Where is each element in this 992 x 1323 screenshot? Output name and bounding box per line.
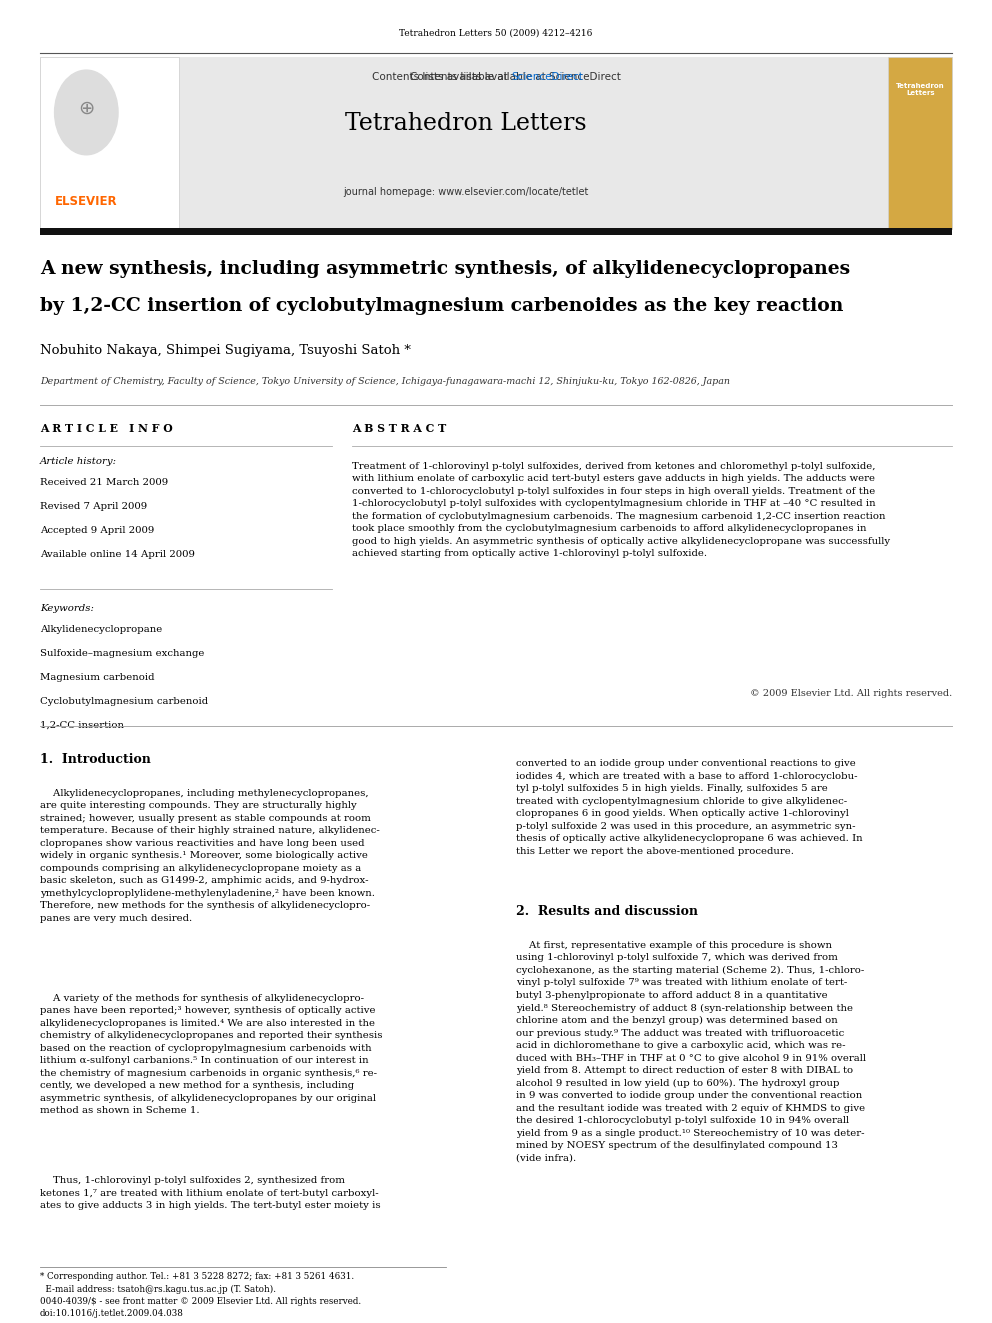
Text: Department of Chemistry, Faculty of Science, Tokyo University of Science, Ichiga: Department of Chemistry, Faculty of Scie… [40,377,730,385]
Text: Thus, 1-chlorovinyl p-tolyl sulfoxides 2, synthesized from
ketones 1,⁷ are treat: Thus, 1-chlorovinyl p-tolyl sulfoxides 2… [40,1176,380,1211]
Text: Available online 14 April 2009: Available online 14 April 2009 [40,550,194,558]
Text: Treatment of 1-chlorovinyl p-tolyl sulfoxides, derived from ketones and chlorome: Treatment of 1-chlorovinyl p-tolyl sulfo… [352,462,890,558]
Circle shape [55,70,118,155]
Text: Tetrahedron Letters 50 (2009) 4212–4216: Tetrahedron Letters 50 (2009) 4212–4216 [400,29,592,37]
Bar [40,57,888,229]
Text: At first, representative example of this procedure is shown
using 1-chlorovinyl : At first, representative example of this… [516,941,866,1163]
Text: 1,2-CC insertion: 1,2-CC insertion [40,721,124,729]
Text: ScienceDirect: ScienceDirect [511,71,582,82]
Text: * Corresponding author. Tel.: +81 3 5228 8272; fax: +81 3 5261 4631.: * Corresponding author. Tel.: +81 3 5228… [40,1273,354,1281]
Text: Contents lists available at: Contents lists available at [372,71,511,82]
Bar [40,57,179,229]
Text: by 1,2-CC insertion of cyclobutylmagnesium carbenoides as the key reaction: by 1,2-CC insertion of cyclobutylmagnesi… [40,296,843,315]
Text: Alkylidenecyclopropane: Alkylidenecyclopropane [40,626,162,634]
Text: converted to an iodide group under conventional reactions to give
iodides 4, whi: converted to an iodide group under conve… [516,759,862,856]
Text: A R T I C L E   I N F O: A R T I C L E I N F O [40,423,173,434]
Text: Article history:: Article history: [40,458,117,466]
Text: Keywords:: Keywords: [40,605,93,613]
Text: Tetrahedron
Letters: Tetrahedron Letters [896,83,945,97]
Text: A variety of the methods for synthesis of alkylidenecyclopro-
panes have been re: A variety of the methods for synthesis o… [40,994,382,1115]
Text: 0040-4039/$ - see front matter © 2009 Elsevier Ltd. All rights reserved.: 0040-4039/$ - see front matter © 2009 El… [40,1298,361,1306]
Text: Received 21 March 2009: Received 21 March 2009 [40,479,168,487]
Text: © 2009 Elsevier Ltd. All rights reserved.: © 2009 Elsevier Ltd. All rights reserved… [750,689,952,697]
Text: ELSEVIER: ELSEVIER [55,194,118,208]
Text: journal homepage: www.elsevier.com/locate/tetlet: journal homepage: www.elsevier.com/locat… [343,187,589,197]
Text: Tetrahedron Letters: Tetrahedron Letters [345,111,587,135]
Text: A new synthesis, including asymmetric synthesis, of alkylidenecyclopropanes: A new synthesis, including asymmetric sy… [40,259,850,278]
Text: Nobuhito Nakaya, Shimpei Sugiyama, Tsuyoshi Satoh *: Nobuhito Nakaya, Shimpei Sugiyama, Tsuyo… [40,344,411,357]
Text: Sulfoxide–magnesium exchange: Sulfoxide–magnesium exchange [40,650,204,658]
Text: Alkylidenecyclopropanes, including methylenecyclopropanes,
are quite interesting: Alkylidenecyclopropanes, including methy… [40,789,379,922]
Bar [40,228,952,235]
Text: 1.  Introduction: 1. Introduction [40,753,151,766]
Text: Magnesium carbenoid: Magnesium carbenoid [40,673,154,681]
Text: 2.  Results and discussion: 2. Results and discussion [516,905,697,918]
Text: Accepted 9 April 2009: Accepted 9 April 2009 [40,527,154,534]
Text: E-mail address: tsatoh@rs.kagu.tus.ac.jp (T. Satoh).: E-mail address: tsatoh@rs.kagu.tus.ac.jp… [40,1286,276,1294]
Text: Cyclobutylmagnesium carbenoid: Cyclobutylmagnesium carbenoid [40,697,207,705]
Text: A B S T R A C T: A B S T R A C T [352,423,446,434]
Text: Contents lists available at ScienceDirect: Contents lists available at ScienceDirec… [411,71,621,82]
Text: doi:10.1016/j.tetlet.2009.04.038: doi:10.1016/j.tetlet.2009.04.038 [40,1310,184,1318]
Text: Revised 7 April 2009: Revised 7 April 2009 [40,503,147,511]
Bar [888,57,952,229]
Text: ⊕: ⊕ [78,99,94,118]
